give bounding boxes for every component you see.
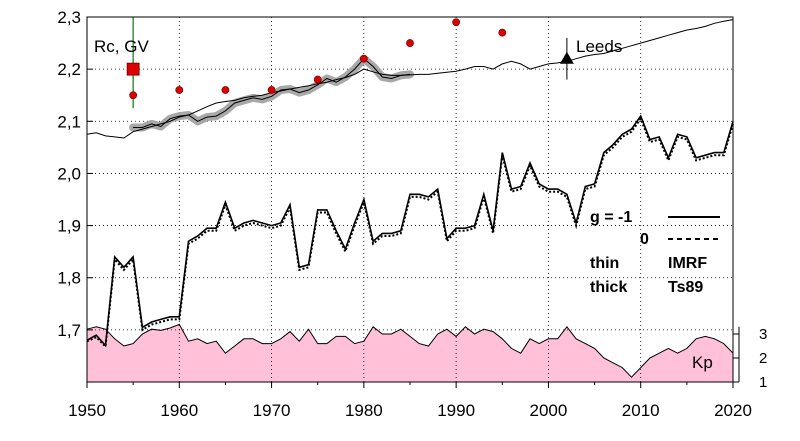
markers-layer: [126, 17, 574, 109]
red-dot: [221, 86, 230, 94]
x-tick-label: 2000: [530, 401, 568, 420]
legend-row2-label: 0: [640, 231, 649, 248]
x-tick-label: 1960: [160, 401, 198, 420]
legend-row1-label: g = -1: [590, 209, 632, 226]
red-square-marker: [126, 62, 140, 76]
legend-row3-right: IMRF: [668, 255, 707, 272]
legend-row4-right: Ts89: [668, 279, 703, 296]
g-minus1-line: [86, 114, 734, 348]
x-tick-label: 1970: [253, 401, 291, 420]
y-tick-label: 1,7: [57, 321, 81, 340]
x-tick-label: 1990: [437, 401, 475, 420]
red-dot: [406, 39, 414, 47]
y-axis-title: Rc, GV: [94, 37, 149, 56]
red-dot: [359, 54, 368, 63]
kp-tick-label: 1: [759, 374, 767, 391]
red-dot: [129, 91, 138, 100]
red-dot: [175, 86, 184, 94]
kp-tick-label: 3: [759, 326, 767, 343]
x-tick-label: 1950: [68, 401, 106, 420]
kp-tick-label: 2: [759, 350, 767, 367]
kp-line: [86, 323, 734, 378]
x-tick-label: 1980: [345, 401, 383, 420]
kp-label: Kp: [692, 353, 713, 372]
x-tick-label: 2010: [622, 401, 660, 420]
y-tick-label: 2,2: [57, 60, 81, 79]
y-tick-label: 1,8: [57, 269, 81, 288]
station-label: Leeds: [576, 37, 622, 56]
legend-row4-left: thick: [590, 279, 627, 296]
black-triangle-marker: [559, 51, 574, 64]
red-dot: [498, 28, 507, 37]
red-dot: [267, 86, 276, 94]
y-tick-label: 2,3: [57, 8, 81, 27]
y-tick-label: 2,0: [57, 164, 81, 183]
y-tick-label: 2,1: [57, 112, 81, 131]
series-lines-layer: [86, 19, 734, 349]
g0-dashed-line: [86, 116, 734, 349]
y-tick-label: 1,9: [57, 217, 81, 236]
legend-row3-left: thin: [590, 255, 619, 272]
axes-layer: 1,7 1,8 1,9 2,0 2,1 2,2 2,3 1950 1960 1970 1980 199…: [57, 8, 767, 420]
red-dot: [313, 75, 322, 84]
kp-area-layer: [86, 323, 734, 382]
legend: g = -1 0 thin IMRF thick Ts89: [590, 209, 720, 296]
x-tick-label: 2020: [714, 401, 752, 420]
leeds-imrf-line: [86, 19, 734, 139]
red-dot: [452, 18, 461, 27]
